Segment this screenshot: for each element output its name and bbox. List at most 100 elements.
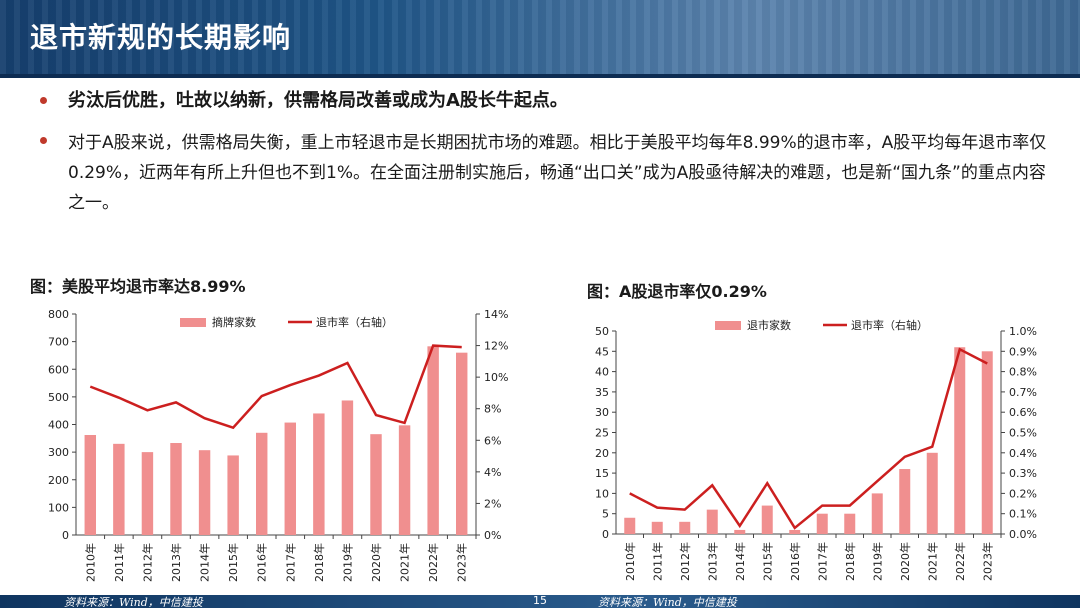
bar <box>789 530 800 534</box>
chart-title-a: 图：A股退市率仅0.29% <box>587 278 767 302</box>
bar <box>285 423 296 535</box>
bar <box>954 347 965 534</box>
x-tick-label: 2015年 <box>760 542 774 581</box>
bar <box>679 522 690 534</box>
bullet-item: 劣汰后优胜，吐故以纳新，供需格局改善或成为A股长牛起点。 <box>40 88 1050 114</box>
y-right-tick-label: 12% <box>484 340 508 353</box>
y-left-tick-label: 10 <box>595 487 609 500</box>
y-left-tick-label: 20 <box>595 447 609 460</box>
x-tick-label: 2011年 <box>650 542 664 581</box>
y-right-tick-label: 0.2% <box>1009 487 1037 500</box>
legend-bar-label: 退市家数 <box>747 318 791 332</box>
x-tick-label: 2020年 <box>369 543 383 582</box>
y-right-tick-label: 10% <box>484 371 508 384</box>
legend-bar-swatch <box>180 318 206 327</box>
y-left-tick-label: 0 <box>602 528 609 541</box>
y-left-tick-label: 5 <box>602 508 609 521</box>
x-tick-label: 2016年 <box>255 543 269 582</box>
y-right-tick-label: 0% <box>484 529 501 542</box>
x-tick-label: 2010年 <box>83 543 97 582</box>
y-left-tick-label: 35 <box>595 386 609 399</box>
bar <box>652 522 663 534</box>
y-right-tick-label: 0.6% <box>1009 406 1037 419</box>
y-right-tick-label: 0.3% <box>1009 467 1037 480</box>
legend-bar-swatch <box>715 321 741 330</box>
x-tick-label: 2021年 <box>925 542 939 581</box>
x-tick-label: 2020年 <box>898 542 912 581</box>
y-left-tick-label: 600 <box>48 363 69 376</box>
y-right-tick-label: 6% <box>484 434 501 447</box>
legend-line-label: 退市率（右轴） <box>316 315 393 329</box>
x-tick-label: 2017年 <box>283 543 297 582</box>
y-right-tick-label: 8% <box>484 403 501 416</box>
bullet-item: 对于A股来说，供需格局失衡，重上市轻退市是长期困扰市场的难题。相比于美股平均每年… <box>40 128 1050 218</box>
x-tick-label: 2022年 <box>426 543 440 582</box>
bar <box>227 455 238 535</box>
y-left-tick-label: 700 <box>48 336 69 349</box>
y-left-tick-label: 15 <box>595 467 609 480</box>
y-left-tick-label: 0 <box>62 529 69 542</box>
bar <box>313 413 324 535</box>
y-right-tick-label: 0.5% <box>1009 427 1037 440</box>
bar <box>427 346 438 535</box>
x-tick-label: 2018年 <box>843 542 857 581</box>
y-left-tick-label: 30 <box>595 406 609 419</box>
bullet-dot-icon <box>40 137 47 144</box>
x-tick-label: 2013年 <box>705 542 719 581</box>
x-tick-label: 2019年 <box>340 543 354 582</box>
bar <box>142 452 153 535</box>
bullet-list: 劣汰后优胜，吐故以纳新，供需格局改善或成为A股长牛起点。 对于A股来说，供需格局… <box>40 88 1050 232</box>
bar <box>170 443 181 535</box>
y-right-tick-label: 4% <box>484 466 501 479</box>
y-left-tick-label: 500 <box>48 391 69 404</box>
bar <box>844 514 855 534</box>
rate-line <box>90 346 461 428</box>
x-tick-label: 2015年 <box>226 543 240 582</box>
y-left-tick-label: 100 <box>48 501 69 514</box>
bar <box>707 510 718 534</box>
y-right-tick-label: 1.0% <box>1009 325 1037 338</box>
y-left-tick-label: 50 <box>595 325 609 338</box>
y-left-tick-label: 300 <box>48 446 69 459</box>
x-tick-label: 2018年 <box>312 543 326 582</box>
bar <box>399 425 410 535</box>
bullet-text: 对于A股来说，供需格局失衡，重上市轻退市是长期困扰市场的难题。相比于美股平均每年… <box>68 133 1046 213</box>
bullet-dot-icon <box>40 97 47 104</box>
page-number: 15 <box>533 594 547 607</box>
bar <box>370 434 381 535</box>
bar <box>113 444 124 535</box>
legend-bar-label: 摘牌家数 <box>212 315 256 329</box>
x-tick-label: 2012年 <box>678 542 692 581</box>
x-tick-label: 2014年 <box>198 543 212 582</box>
x-tick-label: 2022年 <box>953 542 967 581</box>
bar <box>456 353 467 535</box>
y-right-tick-label: 0.4% <box>1009 447 1037 460</box>
x-tick-label: 2013年 <box>169 543 183 582</box>
slide-title: 退市新规的长期影响 <box>30 16 291 56</box>
y-right-tick-label: 14% <box>484 308 508 321</box>
bar <box>927 453 938 534</box>
x-tick-label: 2021年 <box>398 543 412 582</box>
x-tick-label: 2019年 <box>870 542 884 581</box>
x-tick-label: 2011年 <box>112 543 126 582</box>
bar <box>342 400 353 535</box>
x-tick-label: 2023年 <box>980 542 994 581</box>
y-right-tick-label: 0.9% <box>1009 345 1037 358</box>
x-tick-label: 2012年 <box>140 543 154 582</box>
x-tick-label: 2014年 <box>733 542 747 581</box>
bar <box>734 530 745 534</box>
x-tick-label: 2017年 <box>815 542 829 581</box>
bar <box>872 493 883 534</box>
y-right-tick-label: 0.1% <box>1009 508 1037 521</box>
y-right-tick-label: 0.0% <box>1009 528 1037 541</box>
legend-line-label: 退市率（右轴） <box>851 318 928 332</box>
bullet-text: 劣汰后优胜，吐故以纳新，供需格局改善或成为A股长牛起点。 <box>68 90 568 111</box>
y-left-tick-label: 400 <box>48 419 69 432</box>
bar <box>624 518 635 534</box>
chart-a-delisting: 051015202530354045500.0%0.1%0.2%0.3%0.4%… <box>555 315 1080 594</box>
y-right-tick-label: 0.7% <box>1009 386 1037 399</box>
bar <box>85 435 96 535</box>
bar <box>199 450 210 535</box>
y-left-tick-label: 25 <box>595 427 609 440</box>
bar <box>817 514 828 534</box>
